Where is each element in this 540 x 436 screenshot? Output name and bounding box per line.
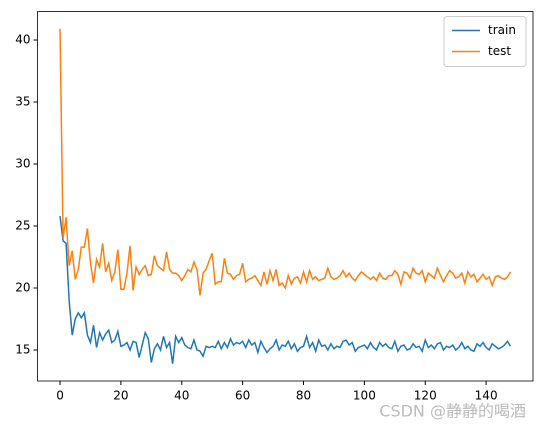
x-tick-label: 20 [113, 389, 128, 403]
legend-label: test [488, 44, 511, 58]
x-tick-label: 140 [475, 389, 498, 403]
y-tick-label: 30 [15, 157, 30, 171]
x-tick-label: 40 [174, 389, 189, 403]
x-tick-label: 80 [296, 389, 311, 403]
line-series [59, 28, 512, 296]
legend-label: train [488, 23, 516, 37]
watermark: CSDN @静静的喝酒 [379, 402, 526, 421]
x-tick-label: 100 [353, 389, 376, 403]
x-tick-label: 60 [235, 389, 250, 403]
x-tick-label: 120 [414, 389, 437, 403]
y-tick-label: 15 [15, 343, 30, 357]
x-tick-label: 0 [56, 389, 64, 403]
y-tick-label: 20 [15, 281, 30, 295]
y-tick-label: 40 [15, 33, 30, 47]
plot-frame [37, 11, 534, 382]
line-series [59, 215, 512, 364]
y-tick-label: 25 [15, 219, 30, 233]
legend-box [443, 16, 527, 67]
y-tick-label: 35 [15, 95, 30, 109]
